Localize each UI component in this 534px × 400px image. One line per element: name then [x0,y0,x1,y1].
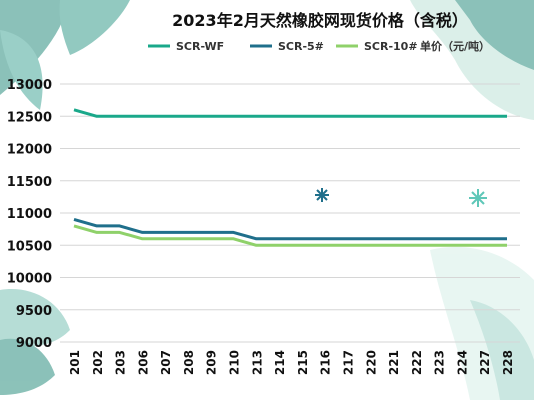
x-tick-label: 222 [410,350,424,375]
x-tick-label: 206 [136,350,150,375]
y-tick-label: 11000 [7,207,52,222]
x-tick-label: 220 [364,350,378,375]
series-line-scrwf [73,108,507,118]
series-line-scr5 [73,217,507,241]
y-tick-label: 9500 [16,304,52,319]
x-axis-ticks: 201 202 203 206 207 208 209 210 213 214 215 216 217 2… [68,350,515,375]
x-tick-label: 215 [296,350,310,375]
x-tick-label: 217 [341,350,355,375]
x-tick-label: 216 [319,350,333,375]
grid [60,83,520,343]
series-line-scr10 [73,224,507,247]
y-tick-label: 12000 [7,143,52,158]
sparkle-icon [469,189,487,207]
x-tick-label: 210 [228,350,242,375]
legend-label: SCR-WF [176,40,224,53]
sparkle-icon [315,188,329,202]
y-tick-label: 12500 [7,110,52,125]
y-axis-ticks: 9000 9500 10000 10500 11000 11500 12000 12500 13… [7,78,52,351]
unit-label: 单价（元/吨） [420,39,490,53]
legend-label: SCR-5# [278,40,324,53]
y-tick-label: 11500 [7,175,52,190]
x-tick-label: 221 [387,350,401,375]
legend-label: SCR-10# [364,40,418,53]
x-tick-label: 214 [273,350,287,375]
x-tick-label: 223 [433,350,447,375]
x-tick-label: 213 [250,350,264,375]
y-tick-label: 13000 [7,78,52,93]
series-lines [73,108,507,247]
y-tick-label: 10500 [7,239,52,254]
x-tick-label: 227 [478,350,492,375]
chart-title: 2023年2月天然橡胶网现货价格（含税） [172,11,468,30]
y-tick-label: 9000 [16,336,52,351]
x-tick-label: 201 [68,350,82,375]
legend: SCR-WF SCR-5# SCR-10# [148,40,418,53]
x-tick-label: 203 [114,350,128,375]
x-tick-label: 208 [182,350,196,375]
x-tick-label: 224 [455,350,469,375]
x-tick-label: 207 [159,350,173,375]
x-tick-label: 202 [91,350,105,375]
y-tick-label: 10000 [7,272,52,287]
x-tick-label: 228 [501,350,515,375]
x-tick-label: 209 [205,350,219,375]
